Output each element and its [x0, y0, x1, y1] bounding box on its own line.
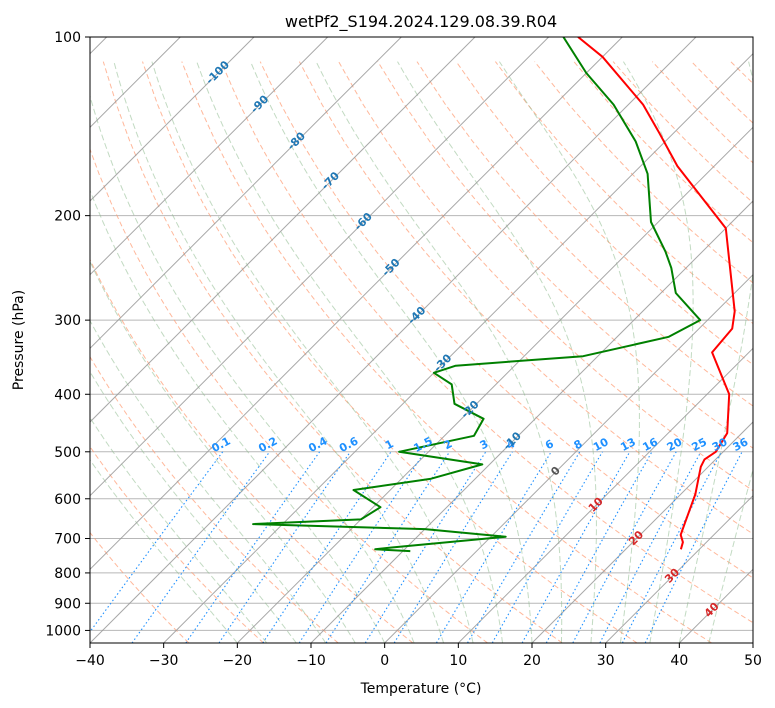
moist-adiabat	[397, 61, 597, 643]
mixing-ratio-label: 30	[710, 435, 730, 454]
x-axis-title: Temperature (°C)	[360, 681, 482, 697]
mixing-ratio-label: 10	[591, 435, 611, 454]
mixing-ratio-line	[90, 451, 224, 633]
chart-title: wetPf2_S194.2024.129.08.39.R04	[285, 12, 557, 32]
isotherm-line	[384, 273, 753, 643]
moist-adiabat	[90, 260, 356, 643]
mixing-ratio-label: 36	[731, 435, 751, 454]
moist-adiabat	[90, 319, 327, 643]
dry-adiabat	[377, 61, 753, 449]
isotherm-line	[90, 37, 623, 571]
mixing-ratio-label: 20	[665, 435, 685, 454]
dry-adiabat	[90, 147, 488, 643]
moist-adiabat	[622, 61, 694, 643]
mixing-ratio-line	[364, 451, 487, 643]
background-lines	[90, 37, 775, 643]
mixing-ratio-line	[644, 451, 743, 643]
isotherm-line	[310, 200, 753, 643]
y-tick-label: 500	[54, 445, 81, 461]
plot-background	[90, 37, 753, 643]
isotherm-line	[752, 642, 753, 643]
y-tick-label: 400	[54, 387, 81, 403]
y-tick-label: 900	[54, 596, 81, 612]
moist-adiabat	[90, 458, 238, 643]
isotherm-line	[236, 126, 753, 643]
isotherm-line	[531, 421, 753, 643]
mixing-ratio-line	[298, 451, 426, 643]
dry-adiabat	[495, 61, 753, 325]
mixing-ratio-line	[262, 451, 392, 643]
x-tick-label: 20	[523, 653, 541, 669]
mixing-ratio-label: 13	[618, 435, 638, 454]
x-tick-label: 30	[597, 653, 615, 669]
moist-adiabat	[90, 189, 386, 643]
y-tick-label: 200	[54, 209, 81, 225]
dry-adiabat	[142, 61, 638, 643]
y-tick-label: 600	[54, 492, 81, 508]
moist-adiabat	[708, 467, 753, 643]
dry-adiabat	[90, 445, 264, 643]
isotherm-line	[90, 37, 697, 643]
mixing-ratio-line	[131, 451, 271, 643]
dry-adiabat	[455, 61, 753, 366]
dry-adiabat	[770, 62, 775, 643]
temperature-profile	[577, 37, 736, 550]
y-tick-label: 700	[54, 532, 81, 548]
dry-adiabat	[90, 258, 414, 643]
x-tick-label: 40	[670, 653, 688, 669]
x-tick-label: −40	[75, 653, 105, 669]
isotherm-line	[457, 347, 753, 643]
isotherm-line	[90, 37, 329, 276]
x-tick-label: −30	[149, 653, 179, 669]
moist-adiabat	[315, 61, 563, 643]
dry-adiabat	[416, 61, 753, 407]
mixing-ratio-line	[218, 451, 351, 643]
x-tick-label: −20	[223, 653, 253, 669]
x-tick-label: 10	[449, 653, 467, 669]
moist-adiabat	[678, 61, 753, 643]
isotherm-line	[90, 37, 255, 202]
mixing-ratio-label: 25	[689, 435, 709, 454]
dewpoint-profile	[252, 37, 702, 553]
series-layer	[252, 37, 736, 553]
moist-adiabat	[498, 61, 640, 643]
y-tick-label: 100	[54, 30, 81, 46]
axes: −40 −30 −20 −10 0 10 20 30 40 50 100 200 300 400 500 60…	[45, 30, 762, 669]
mixing-ratio-label: 16	[640, 435, 660, 454]
isotherm-line	[90, 37, 476, 423]
moist-adiabat	[151, 61, 474, 643]
mixing-ratio-line	[545, 451, 653, 643]
mixing-ratio-line	[599, 451, 702, 643]
plot-frame	[89, 36, 754, 644]
mixing-ratio-line	[185, 451, 321, 643]
mixing-ratio-line	[325, 451, 451, 643]
x-tick-label: −10	[296, 653, 326, 669]
x-tick-label: 50	[744, 653, 762, 669]
isotherm-line	[163, 52, 753, 643]
dry-adiabat	[259, 61, 753, 579]
isotherm-line	[90, 37, 550, 497]
dry-adiabat	[90, 531, 190, 643]
moist-adiabat	[90, 416, 268, 643]
moist-adiabat	[113, 61, 445, 643]
mixing-ratio-line	[572, 451, 677, 643]
y-tick-label: 800	[54, 566, 81, 582]
y-tick-label: 300	[54, 313, 81, 329]
dry-adiabat	[338, 61, 753, 492]
isotherm-line	[605, 494, 753, 643]
y-tick-label: 1000	[45, 623, 81, 639]
y-axis-title: Pressure (hPa)	[11, 290, 27, 390]
x-tick-label: 0	[380, 653, 389, 669]
dry-adiabat	[90, 355, 339, 643]
mixing-ratio-line	[521, 451, 631, 643]
mixing-ratio-line	[435, 451, 552, 643]
moist-adiabat	[250, 61, 533, 643]
isotherm-line	[90, 37, 402, 350]
moist-adiabat	[90, 94, 415, 643]
dry-adiabat	[102, 61, 563, 643]
dry-adiabat	[298, 61, 753, 535]
